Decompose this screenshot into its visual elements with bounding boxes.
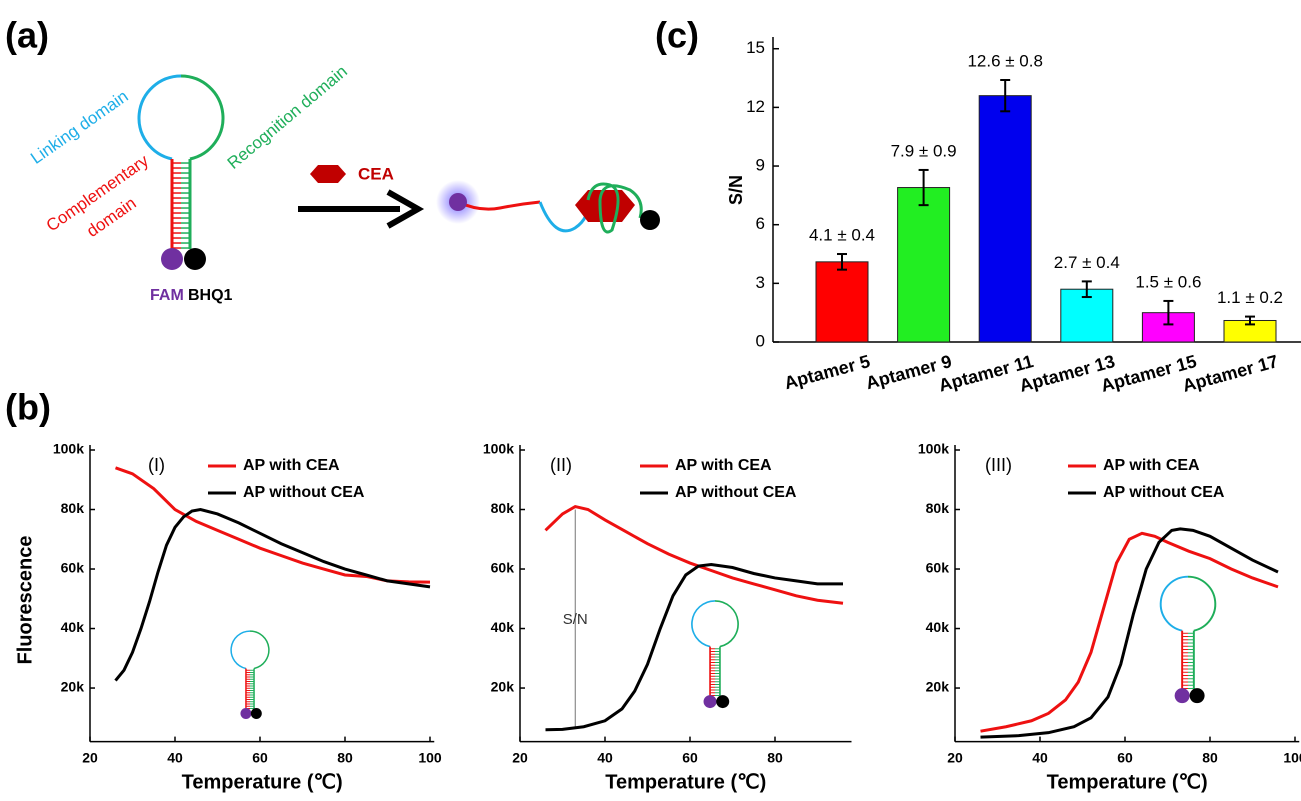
x-tick-label: Aptamer 5 [782,351,872,393]
y-tick-label: 100k [918,441,949,457]
panel-label: (a) [5,15,49,56]
hairpin-loop [1159,575,1189,632]
legend-label: AP without CEA [1103,484,1225,501]
value-label: 4.1 ± 0.4 [809,226,875,245]
hairpin-loop [180,74,225,161]
bhq-dot [184,248,206,271]
line-series [980,527,1279,739]
legend-label: AP without CEA [675,484,797,501]
x-tick-label: 80 [337,749,353,765]
x-tick-label: 100 [418,749,442,765]
x-tick-label: Aptamer 17 [1180,351,1280,396]
y-tick-label: 60k [61,560,85,576]
y-axis-label: S/N [726,175,746,205]
fam-dot [161,248,183,271]
y-tick-label: 80k [926,500,950,516]
y-tick-label: 20k [61,679,85,695]
x-tick-label: 60 [682,749,698,765]
panel-number: (III) [985,455,1012,475]
bhq-dot [716,695,730,709]
line-series [114,507,431,682]
panel-label: (c) [655,15,699,56]
y-tick-label: 100k [483,441,514,457]
y-tick-label: 60k [926,560,950,576]
value-label: 12.6 ± 0.8 [967,51,1043,70]
cea-icon [310,165,346,183]
x-tick-label: 40 [1032,749,1048,765]
bar [978,95,1032,343]
x-tick-label: 80 [1202,749,1218,765]
y-tick-label: 80k [61,500,85,516]
y-tick-label: 0 [756,331,765,350]
domain-label: Recognition domain [224,62,351,173]
bar [815,261,869,343]
domain-label: Linking domain [27,87,132,168]
hairpin-loop [691,600,716,648]
y-axis-label: Fluorescence [14,536,36,665]
value-label: 1.5 ± 0.6 [1135,272,1201,291]
legend-label: AP with CEA [1103,457,1200,474]
bar [897,187,951,343]
fluorophore-label: FAM [150,287,184,304]
x-tick-label: 20 [512,749,528,765]
y-tick-label: 20k [926,679,950,695]
fam-dot [240,707,252,719]
y-tick-label: 6 [756,214,765,233]
cea-icon [575,190,635,222]
fam-dot [703,695,717,709]
x-tick-label: 40 [597,749,613,765]
panel-number: (I) [148,455,165,475]
legend-label: AP without CEA [243,484,365,501]
x-tick-label: 20 [947,749,963,765]
fam-dot [1174,688,1190,704]
bhq-dot [250,707,262,719]
legend-label: AP with CEA [243,457,340,474]
y-tick-label: 80k [491,500,515,516]
panel-number: (II) [550,455,572,475]
y-tick-label: 20k [491,679,515,695]
legend-label: AP with CEA [675,457,772,474]
target-label: CEA [358,164,394,183]
y-tick-label: 60k [491,560,515,576]
fam-dot [449,193,467,211]
value-label: 1.1 ± 0.2 [1217,288,1283,307]
y-tick-label: 100k [53,441,84,457]
annotation: S/N [563,611,588,628]
x-tick-label: 20 [82,749,98,765]
line-series [980,531,1279,733]
value-label: 7.9 ± 0.9 [891,141,957,160]
y-tick-label: 9 [756,156,765,175]
y-tick-label: 40k [61,619,85,635]
x-axis-label: Temperature (℃) [605,771,766,793]
hairpin-loop [714,600,739,648]
bhq-dot [640,210,660,230]
hairpin-loop [137,74,182,161]
strand [586,182,643,234]
bhq-dot [1189,688,1205,704]
hairpin-loop [249,630,270,670]
y-tick-label: 40k [491,619,515,635]
y-tick-label: 15 [746,38,765,57]
line-series [545,563,843,732]
y-tick-label: 3 [756,273,765,292]
strand [457,200,541,211]
arrow-head [386,189,425,229]
x-tick-label: 80 [767,749,783,765]
quencher-label: BHQ1 [188,287,233,304]
y-tick-label: 40k [926,619,950,635]
x-tick-label: 60 [1117,749,1133,765]
x-axis-label: Temperature (℃) [1047,771,1208,793]
x-tick-label: 100 [1283,749,1301,765]
x-axis-label: Temperature (℃) [182,771,343,793]
y-tick-label: 12 [746,97,765,116]
value-label: 2.7 ± 0.4 [1054,253,1120,272]
x-tick-label: 40 [167,749,183,765]
x-tick-label: 60 [252,749,268,765]
hairpin-loop [1187,575,1217,632]
panel-label: (b) [5,387,51,428]
line-series [544,504,844,605]
hairpin-loop [230,630,251,670]
